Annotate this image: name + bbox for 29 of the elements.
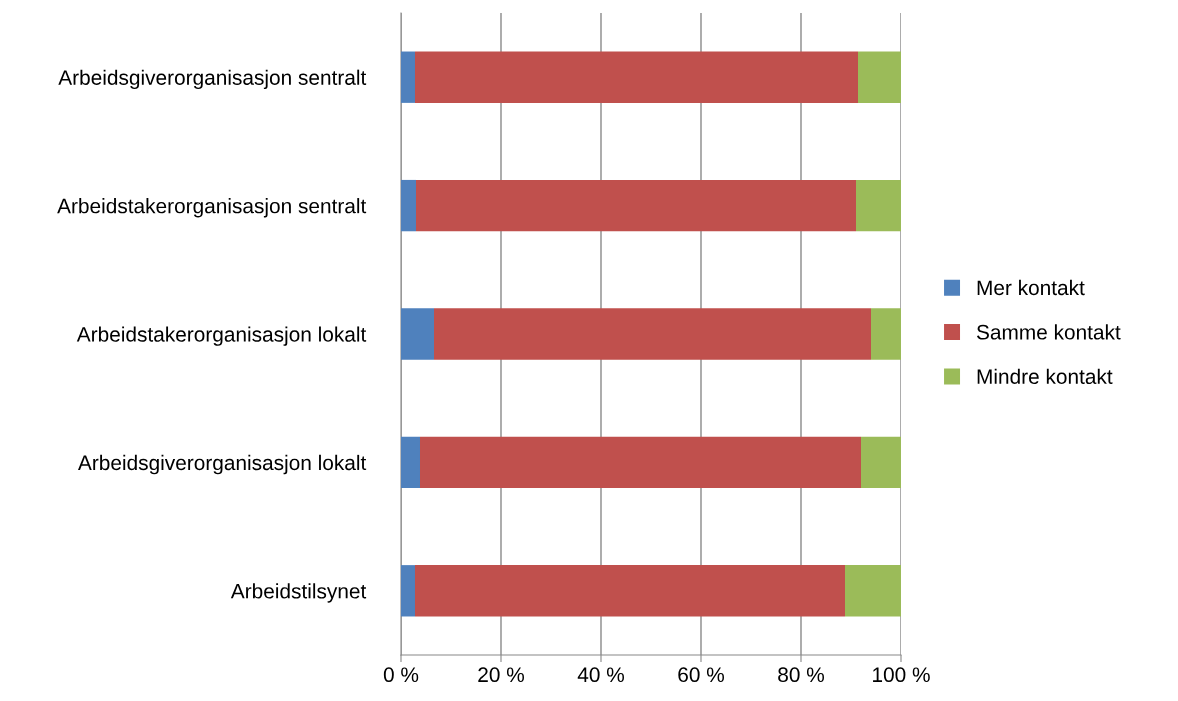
legend-label: Mindre kontakt <box>977 368 1113 385</box>
x-tick-label: 100 % <box>873 667 930 683</box>
x-tick-label: 0 % <box>383 667 419 683</box>
bar <box>858 51 901 103</box>
legend-label: Mer kontakt <box>977 279 1085 296</box>
bar <box>434 308 871 360</box>
x-tick-label: 80 % <box>778 667 824 683</box>
y-tick-label: Arbeidstilsynet <box>230 583 367 603</box>
bar <box>871 308 901 360</box>
bar <box>401 565 415 617</box>
bar <box>401 179 416 232</box>
bar <box>856 179 901 232</box>
bar <box>401 51 415 103</box>
bar <box>415 51 858 103</box>
bar <box>401 308 434 360</box>
bar <box>416 179 856 232</box>
bar <box>861 436 901 489</box>
x-tick-label: 60 % <box>678 667 724 683</box>
x-tick-label: 20 % <box>478 667 524 683</box>
x-tick-label: 40 % <box>577 667 624 683</box>
bar <box>415 565 845 617</box>
bar <box>420 436 861 489</box>
bar <box>401 436 420 489</box>
bar <box>845 565 901 617</box>
y-tick-label: Arbeidsgiverorganisasjon lokalt <box>77 454 367 475</box>
y-tick-label: Arbeidsgiverorganisasjon sentralt <box>58 69 367 90</box>
legend-label: Samme kontakt <box>976 324 1121 340</box>
y-tick-label: Arbeidstakerorganisasjon sentralt <box>57 198 367 218</box>
y-tick-label: Arbeidstakerorganisasjon lokalt <box>76 326 367 346</box>
